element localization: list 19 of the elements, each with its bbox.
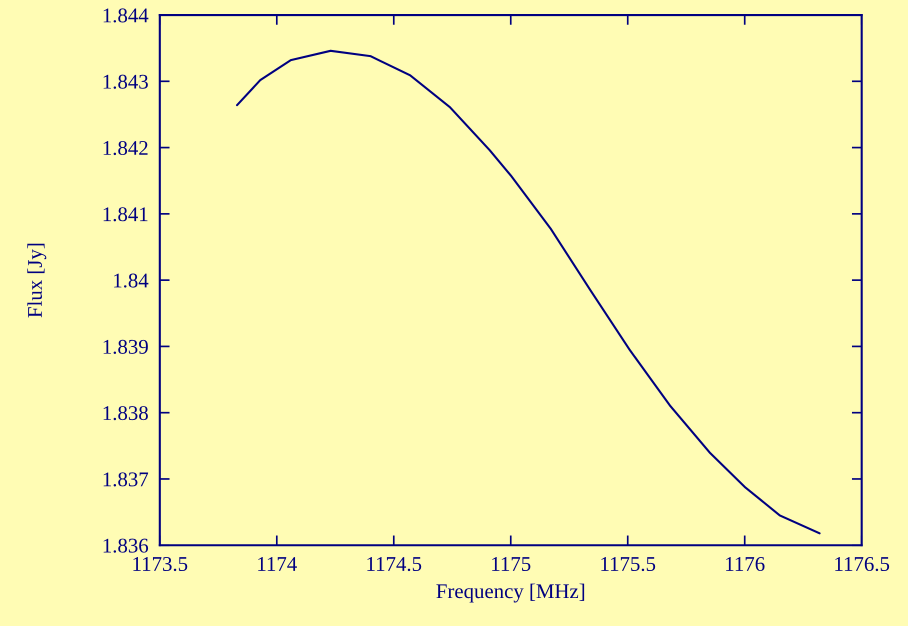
x-tick-label: 1174 — [258, 557, 297, 571]
x-tick-label: 1173.5 — [133, 557, 188, 572]
y-tick-label: 1.84 — [114, 274, 148, 288]
x-axis-title: Frequency [MHz] — [436, 584, 584, 603]
line-series — [236, 50, 821, 534]
y-tick-label: 1.839 — [104, 340, 148, 354]
x-tick-label: 1176.5 — [835, 557, 890, 572]
x-tick-label: 1176 — [726, 557, 765, 572]
y-tick-label: 1.836 — [104, 538, 148, 553]
x-tick-label: 1174.5 — [367, 557, 422, 572]
x-tick-label: 1175.5 — [601, 557, 656, 572]
y-axis-title: Flux [Jy] — [27, 244, 46, 318]
y-tick-label: 1.843 — [104, 74, 148, 89]
y-tick-label: 1.837 — [104, 472, 148, 486]
y-tick-label: 1.841 — [104, 207, 148, 222]
y-tick-label: 1.838 — [104, 406, 148, 420]
y-tick-label: 1.842 — [104, 140, 148, 156]
x-tick-label: 1175 — [492, 557, 530, 572]
y-tick-label: 1.844 — [104, 8, 148, 23]
